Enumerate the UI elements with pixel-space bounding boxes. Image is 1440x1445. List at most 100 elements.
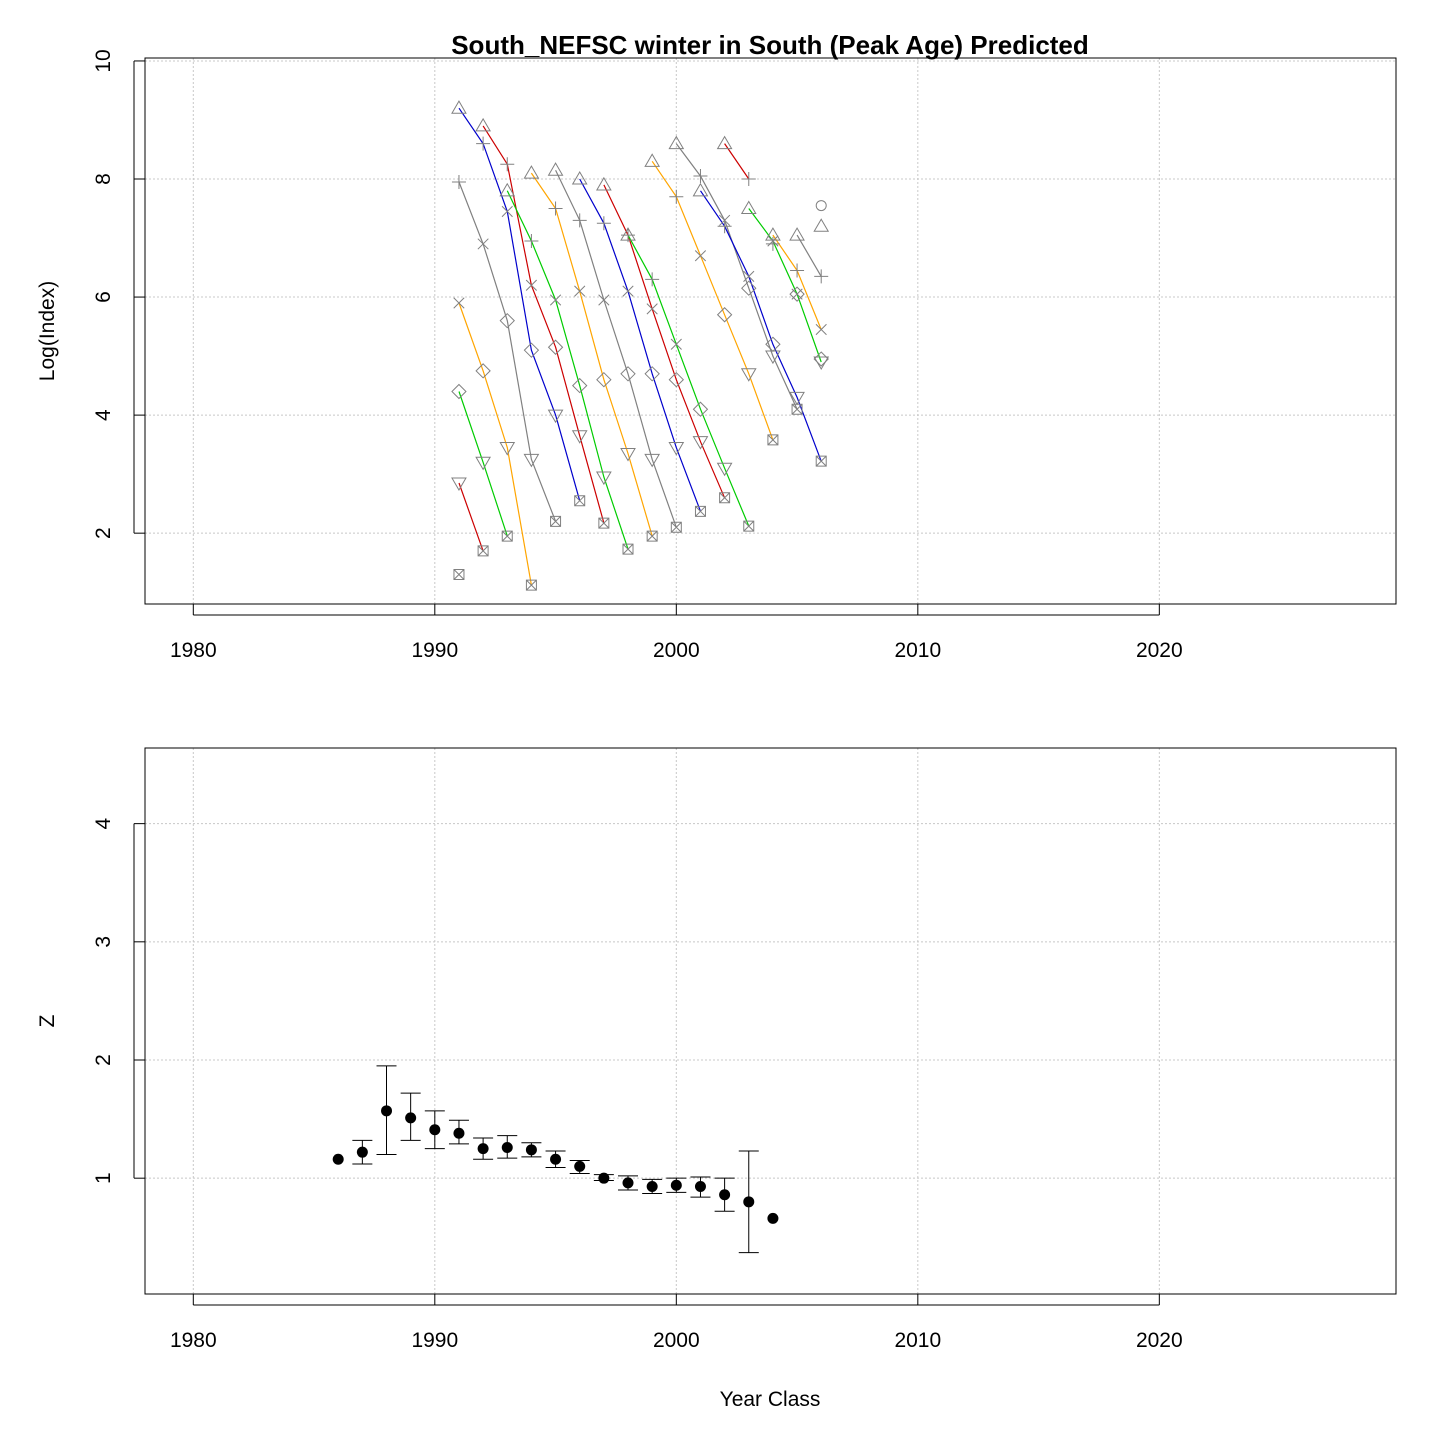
plus-point-mark [451, 174, 466, 189]
inverted-triangle-point-mark [765, 350, 781, 365]
triangle-point-mark [716, 135, 733, 150]
x-tick-label: 2020 [1136, 1329, 1183, 1352]
cross-point-mark [646, 303, 658, 315]
plus-point-mark [548, 201, 563, 216]
boxed-cross-point-mark [598, 517, 610, 529]
boxed-cross-point-mark [694, 505, 706, 517]
boxed-cross-point-mark [743, 520, 755, 532]
cohort-series-line [482, 125, 605, 524]
inverted-triangle-point-mark [716, 462, 733, 477]
diamond-point-mark [499, 312, 515, 329]
triangle-point-mark [499, 182, 516, 197]
diamond-point-mark [523, 342, 540, 358]
cohort-series-line [748, 208, 822, 363]
boxed-cross-point-mark [719, 492, 731, 504]
triangle-point-mark [789, 227, 805, 241]
z-data-point [525, 1144, 537, 1156]
y-tick-label: 10 [92, 49, 115, 72]
cohort-series-line [458, 482, 484, 552]
boxed-cross-point-mark [646, 530, 658, 542]
boxed-cross-point-mark [550, 515, 562, 527]
log-index-y-axis: 2 4 6 8 10 [92, 49, 145, 539]
diamond-point-mark [475, 363, 491, 379]
boxed-cross-point-mark [501, 530, 513, 542]
cohort-series-line [458, 107, 581, 501]
boxed-cross-point-mark [477, 545, 489, 557]
y-tick-label: 8 [92, 173, 115, 185]
log-index-title: South_NEFSC winter in South (Peak Age) P… [451, 30, 1089, 60]
plus-point-mark [814, 269, 829, 284]
inverted-triangle-point-mark [475, 456, 491, 471]
log-index-panel: 1980 1990 2000 2010 2020 2 4 6 8 10 South_NEFSC … [36, 30, 1397, 662]
z-data-point [670, 1179, 682, 1191]
cohort-series-line [579, 178, 702, 512]
inverted-triangle-point-mark [644, 453, 661, 468]
inverted-triangle-point-mark [692, 436, 709, 450]
cross-point-mark [694, 250, 707, 262]
x-tick-label: 2010 [894, 1329, 941, 1352]
triangle-point-mark [644, 153, 661, 167]
z-data-point [332, 1153, 344, 1165]
log-index-plot-frame [144, 57, 1397, 605]
triangle-point-mark [692, 182, 709, 197]
log-index-grid [145, 58, 1396, 604]
boxed-cross-point-mark [815, 455, 827, 467]
log-index-y-axis-title: Log(Index) [36, 281, 59, 381]
y-tick-label: 2 [92, 1054, 115, 1066]
boxed-cross-point-mark [670, 521, 682, 533]
z-data-point [477, 1143, 489, 1155]
inverted-triangle-point-mark [547, 409, 564, 424]
cohort-series-line [724, 143, 750, 180]
boxed-cross-point-mark [622, 543, 634, 555]
plus-point-mark [717, 219, 732, 234]
plus-point-mark [669, 189, 684, 204]
diamond-point-mark [596, 371, 612, 388]
inverted-triangle-point-mark [595, 471, 612, 486]
z-grid [145, 748, 1396, 1294]
plus-point-mark [596, 216, 611, 231]
plus-point-mark [500, 157, 515, 172]
inverted-triangle-point-mark [571, 430, 588, 444]
triangle-point-mark [740, 200, 757, 215]
plus-point-mark [645, 272, 660, 287]
inverted-triangle-point-mark [813, 356, 830, 370]
cross-point-mark [453, 297, 465, 309]
diamond-point-mark [789, 286, 805, 302]
y-tick-label: 4 [92, 817, 115, 829]
cohort-series-line [675, 143, 798, 410]
cohort-series-line [700, 190, 822, 462]
circle-point-mark [815, 200, 827, 212]
plus-point-mark [476, 136, 491, 151]
z-plot-frame [144, 747, 1397, 1295]
y-tick-label: 1 [92, 1172, 115, 1184]
z-panel: 1980 1990 2000 2010 2020 1 2 3 4 Year Class Z [36, 747, 1397, 1411]
cohort-series-line [530, 172, 653, 537]
plus-point-mark [621, 228, 636, 243]
cohort-series-line [458, 391, 508, 537]
x-tick-label: 2000 [653, 1329, 700, 1352]
cohort-series-line [603, 184, 726, 499]
boxed-cross-point-mark [525, 579, 537, 591]
cross-point-mark [719, 214, 731, 226]
cohort-series-line [506, 190, 629, 550]
diamond-point-mark [644, 366, 660, 382]
x-tick-label: 1990 [411, 1329, 458, 1352]
y-tick-label: 3 [92, 936, 115, 948]
z-data-point [598, 1172, 610, 1184]
inverted-triangle-point-mark [620, 447, 636, 462]
cross-point-mark [815, 323, 827, 336]
x-tick-label: 1990 [411, 639, 458, 662]
diamond-point-mark [741, 280, 757, 296]
z-data-point [453, 1127, 465, 1139]
z-x-axis: 1980 1990 2000 2010 2020 [170, 1294, 1183, 1352]
diamond-point-mark [547, 339, 564, 355]
z-data-point [429, 1124, 441, 1136]
cross-point-mark [767, 235, 779, 247]
cross-point-mark [574, 285, 586, 297]
triangle-point-mark [813, 218, 830, 232]
triangle-point-mark [547, 162, 564, 176]
plus-point-mark [765, 236, 780, 251]
z-data-point [356, 1146, 368, 1158]
